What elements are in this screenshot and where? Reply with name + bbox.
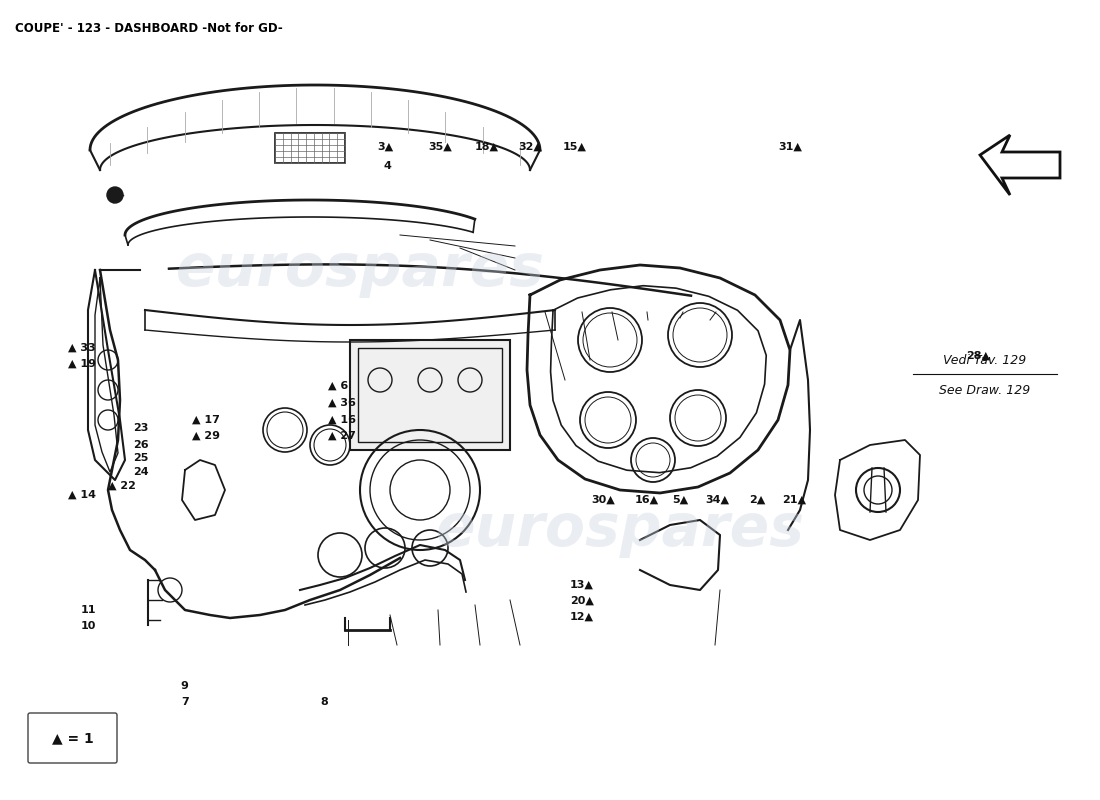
Text: 10: 10 [80, 621, 96, 630]
Text: 8: 8 [320, 698, 329, 707]
FancyBboxPatch shape [28, 713, 117, 763]
Polygon shape [980, 135, 1060, 195]
Text: eurospares: eurospares [436, 502, 804, 558]
Text: 3▲: 3▲ [377, 142, 393, 151]
Text: ▲ 19: ▲ 19 [68, 359, 96, 369]
Text: 12▲: 12▲ [570, 612, 594, 622]
Text: 32▲: 32▲ [518, 142, 542, 151]
Text: Vedi Tav. 129: Vedi Tav. 129 [943, 354, 1026, 366]
Text: ▲ 33: ▲ 33 [68, 342, 96, 352]
Text: ▲ 14: ▲ 14 [68, 490, 96, 499]
Text: ▲ 22: ▲ 22 [108, 481, 135, 490]
Text: 23: 23 [133, 423, 148, 433]
Text: ▲ 36: ▲ 36 [328, 398, 355, 407]
Text: 5▲: 5▲ [672, 495, 688, 505]
Text: ▲ = 1: ▲ = 1 [52, 731, 94, 745]
Text: 24: 24 [133, 467, 148, 477]
Circle shape [107, 187, 123, 203]
Text: 26: 26 [133, 440, 148, 450]
Text: 2▲: 2▲ [749, 495, 764, 505]
Text: 30▲: 30▲ [591, 495, 615, 505]
Text: 15▲: 15▲ [562, 142, 586, 151]
Text: 35▲: 35▲ [428, 142, 452, 151]
Bar [358, 348, 502, 442]
Text: 31▲: 31▲ [778, 142, 802, 151]
Bar [350, 340, 510, 450]
Text: 11: 11 [80, 605, 96, 614]
Text: ▲ 16: ▲ 16 [328, 414, 355, 424]
Text: ▲ 27: ▲ 27 [328, 431, 355, 441]
Text: 20▲: 20▲ [570, 596, 594, 606]
Text: 9: 9 [180, 682, 189, 691]
Bar [275, 133, 345, 163]
Text: 16▲: 16▲ [635, 495, 659, 505]
Text: eurospares: eurospares [176, 242, 544, 298]
Text: See Draw. 129: See Draw. 129 [939, 383, 1030, 397]
Text: ▲ 6: ▲ 6 [328, 381, 348, 390]
Text: ▲ 17: ▲ 17 [192, 414, 220, 424]
Text: 25: 25 [133, 454, 148, 463]
Text: 21▲: 21▲ [782, 495, 806, 505]
Text: 28▲: 28▲ [966, 351, 990, 361]
Text: 34▲: 34▲ [705, 495, 729, 505]
Text: ▲ 29: ▲ 29 [192, 431, 220, 441]
Text: 7: 7 [180, 698, 189, 707]
Text: COUPE' - 123 - DASHBOARD -Not for GD-: COUPE' - 123 - DASHBOARD -Not for GD- [15, 22, 283, 35]
Text: 4: 4 [383, 162, 392, 171]
Text: 13▲: 13▲ [570, 580, 594, 590]
Text: 18▲: 18▲ [474, 142, 498, 151]
